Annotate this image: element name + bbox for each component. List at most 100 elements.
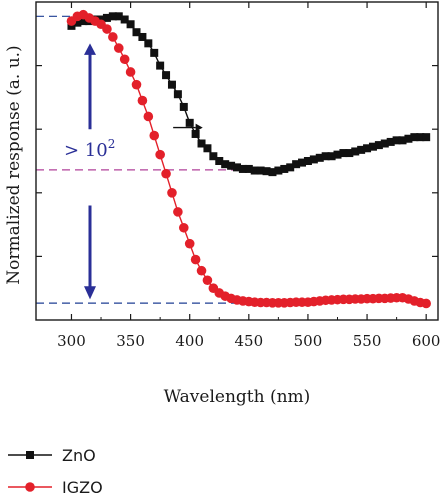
zno-point	[327, 152, 336, 161]
zno-point	[374, 141, 383, 150]
igzo-point	[202, 275, 213, 286]
zno-point	[73, 18, 82, 27]
zno-point	[410, 133, 419, 142]
zno-point	[114, 12, 123, 21]
zno-point	[315, 153, 324, 162]
legend-zno-marker	[26, 451, 34, 459]
zno-point	[173, 90, 182, 99]
igzo-point	[108, 32, 118, 42]
igzo-point	[113, 43, 124, 53]
shift-arrow-head	[195, 123, 203, 132]
zno-point	[209, 152, 218, 161]
igzo-point	[125, 67, 136, 77]
zno-point	[351, 147, 360, 156]
igzo-point	[143, 111, 154, 122]
zno-point	[108, 12, 117, 21]
ratio-arrow-up-head	[84, 43, 96, 55]
zno-point	[250, 166, 259, 175]
series-zno	[67, 12, 431, 177]
zno-point	[244, 164, 253, 173]
zno-point	[144, 39, 153, 48]
zno-point	[150, 48, 159, 57]
legend-zno-label: ZnO	[62, 446, 96, 465]
zno-point	[274, 166, 283, 175]
y-axis-title: Normalized response (a. u.)	[4, 45, 24, 284]
zno-point	[167, 80, 176, 89]
zno-point	[126, 20, 135, 29]
zno-point	[321, 152, 330, 161]
zno-point	[357, 145, 366, 154]
igzo-point	[184, 238, 195, 249]
igzo-point	[119, 54, 130, 65]
zno-point	[79, 17, 88, 26]
igzo-point	[178, 222, 189, 233]
zno-point	[215, 157, 224, 165]
zno-point	[292, 160, 301, 169]
zno-point	[368, 142, 377, 151]
igzo-point	[167, 188, 177, 198]
zno-point	[333, 150, 342, 159]
zno-point	[185, 118, 194, 127]
zno-point	[280, 164, 289, 173]
zno-point	[156, 61, 165, 70]
series-igzo	[66, 9, 431, 309]
zno-point	[404, 134, 413, 143]
zno-point	[363, 144, 372, 153]
zno-point	[268, 168, 277, 177]
igzo-point	[155, 149, 165, 160]
x-tick-label: 500	[294, 332, 323, 350]
zno-point	[286, 163, 295, 172]
zno-point	[398, 136, 407, 145]
igzo-point	[173, 207, 183, 217]
plot-frame	[35, 1, 439, 321]
igzo-point	[102, 24, 112, 34]
zno-point	[102, 13, 111, 22]
zno-point	[416, 133, 425, 142]
zno-point	[221, 160, 230, 169]
legend-igzo-marker	[25, 482, 35, 492]
zno-point	[262, 167, 271, 176]
zno-point	[162, 71, 171, 80]
igzo-point	[131, 79, 142, 90]
igzo-point	[161, 168, 171, 179]
zno-point	[203, 144, 212, 153]
zno-point	[233, 163, 241, 172]
igzo-point	[421, 298, 431, 309]
x-axis-title: Wavelength (nm)	[164, 387, 311, 407]
x-tick-label: 400	[175, 332, 204, 350]
annotations	[84, 43, 203, 300]
zno-point	[138, 32, 147, 41]
legend: ZnO IGZO	[8, 446, 103, 497]
x-tick-label: 350	[116, 332, 145, 350]
zno-point	[303, 157, 312, 165]
zno-point	[339, 149, 348, 158]
x-tick-label: 600	[412, 332, 441, 350]
x-tick-label: 550	[353, 332, 382, 350]
zno-point	[256, 166, 265, 175]
x-tick-label: 450	[235, 332, 264, 350]
zno-point	[386, 137, 395, 146]
zno-point	[227, 161, 236, 170]
zno-point	[179, 102, 188, 111]
igzo-point	[137, 95, 148, 106]
ratio-arrow-down-head	[84, 286, 96, 300]
zno-point	[309, 155, 318, 164]
zno-point	[422, 133, 431, 142]
zno-point	[380, 139, 389, 148]
zno-point	[238, 164, 247, 173]
zno-point	[392, 136, 401, 145]
igzo-point	[190, 254, 201, 265]
legend-igzo-label: IGZO	[62, 478, 103, 497]
ratio-label: > 102	[64, 137, 115, 161]
x-tick-label: 300	[57, 332, 86, 350]
zno-point	[191, 129, 200, 138]
y-axis-ticks	[36, 64, 438, 257]
zno-point	[197, 139, 206, 148]
zno-point	[345, 149, 354, 158]
zno-point	[298, 158, 307, 167]
igzo-point	[196, 265, 207, 276]
x-axis-ticks: 300 350 400 450 500 550 600	[57, 2, 440, 350]
zno-point	[120, 15, 129, 24]
zno-point	[132, 28, 141, 37]
